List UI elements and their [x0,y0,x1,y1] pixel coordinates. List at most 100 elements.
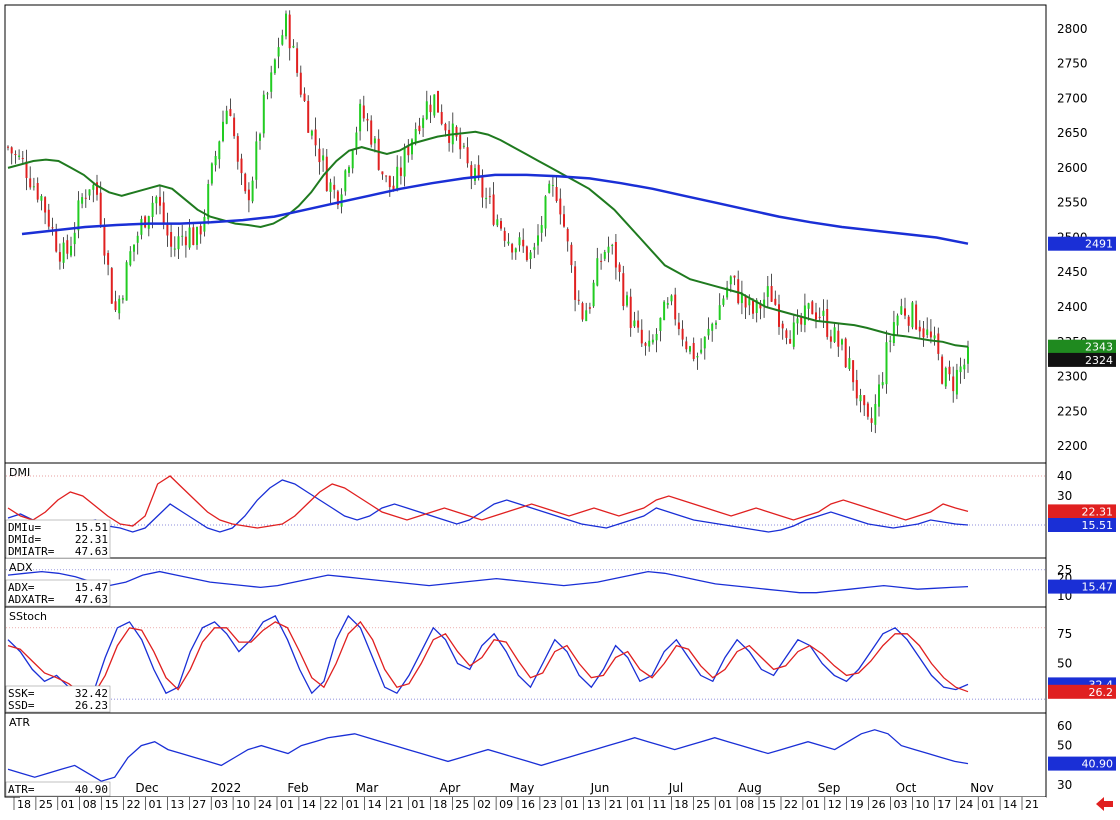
atr-readout-box [5,781,111,797]
atr-value-tag-label: 40.90 [1082,758,1114,771]
price-panel[interactable] [4,4,1047,464]
dmi-panel[interactable] [4,462,1047,559]
day-label: 18 [17,798,31,811]
day-label: 01 [981,798,995,811]
candle-body [500,221,502,229]
candle-body [96,182,98,195]
month-label: Mar [356,781,379,795]
candle-body [740,292,743,304]
candle-body [700,349,703,353]
month-label: 2022 [211,781,242,795]
day-label: 21 [609,798,623,811]
candle-body [385,175,388,177]
day-label: 14 [368,798,382,811]
candle-body [262,94,265,134]
candle-body [36,183,39,200]
candle-body [774,298,777,305]
candle-body [214,156,217,166]
candle-body [188,227,191,248]
candle-body [896,315,899,326]
day-label: 12 [828,798,842,811]
dmid-line [7,475,969,529]
adx-value-tag [1048,579,1116,594]
price-tick-label: 2750 [1057,57,1088,71]
atr-tick-label: 50 [1057,739,1072,753]
price-tick-label: 2450 [1057,265,1088,279]
month-label: Jul [668,781,683,795]
candle-body [151,202,154,217]
sstoch-panel[interactable] [4,606,1047,714]
candle-body [907,316,910,326]
candle-body [255,141,258,180]
candle-body [800,316,803,325]
candle-body [707,328,710,336]
atr-readout-value: 40.90 [75,783,108,796]
adx-panel[interactable] [4,557,1047,608]
month-label: Aug [738,781,761,795]
candle-body [618,264,621,272]
day-label: 25 [455,798,469,811]
day-label: 01 [61,798,75,811]
candle-body [396,166,399,189]
candle-body [829,336,832,342]
day-label: 02 [477,798,491,811]
candle-body [466,147,469,164]
price-tick-label: 2300 [1057,370,1088,384]
atr-title: ATR [9,716,30,729]
candle-body [685,341,688,350]
dmi-tick-label: 30 [1057,489,1072,503]
day-label: 18 [674,798,688,811]
day-label: 24 [258,798,272,811]
atr-panel[interactable] [4,712,1047,798]
candle-body [892,322,895,343]
candle-body [611,245,614,246]
candle-body [18,155,21,157]
day-label: 01 [631,798,645,811]
candle-body [752,300,754,314]
candle-body [789,339,792,344]
candle-body [159,196,161,206]
dmi-readout-value: 15.51 [75,521,108,534]
candle-body [444,124,447,131]
candle-body [915,304,918,330]
candle-body [440,112,443,124]
price-tick-label: 2650 [1057,126,1088,140]
candle-body [322,155,325,161]
candle-body [744,295,747,308]
candle-body [766,286,769,297]
price-tick-label: 2800 [1057,22,1088,36]
candle-body [559,198,562,215]
candle-body [477,164,480,178]
candle-body [904,308,906,316]
price-value-tag-label: 2491 [1085,238,1113,251]
left-arrow-icon[interactable] [1096,797,1113,811]
candle-body [778,304,780,327]
candle-body [607,246,610,253]
candle-body [959,366,962,373]
candle-body [540,225,543,233]
day-label: 24 [959,798,973,811]
atr-readout-label: ATR= [8,783,35,796]
candle-body [492,194,495,225]
candle-body [299,72,302,95]
candle-body [922,328,925,338]
day-label: 16 [521,798,535,811]
candle-body [689,346,691,352]
dmi-readout-label: DMIATR= [8,545,55,558]
candle-body [70,246,72,256]
candle-body [55,229,58,252]
day-label: 03 [894,798,908,811]
candle-body [715,322,717,325]
candle-body [259,134,261,141]
dmi-tick-label: 40 [1057,469,1072,483]
candle-body [852,360,855,383]
candle-body [963,364,966,370]
candle-body [948,366,951,375]
adx-readout-value: 47.63 [75,593,108,606]
candle-body [114,301,117,311]
candle-body [596,258,599,286]
adx-readout-label: ADXATR= [8,593,55,606]
price-value-tag-label: 2343 [1085,341,1113,354]
candle-body [433,94,436,116]
price-value-tag [1048,339,1116,354]
